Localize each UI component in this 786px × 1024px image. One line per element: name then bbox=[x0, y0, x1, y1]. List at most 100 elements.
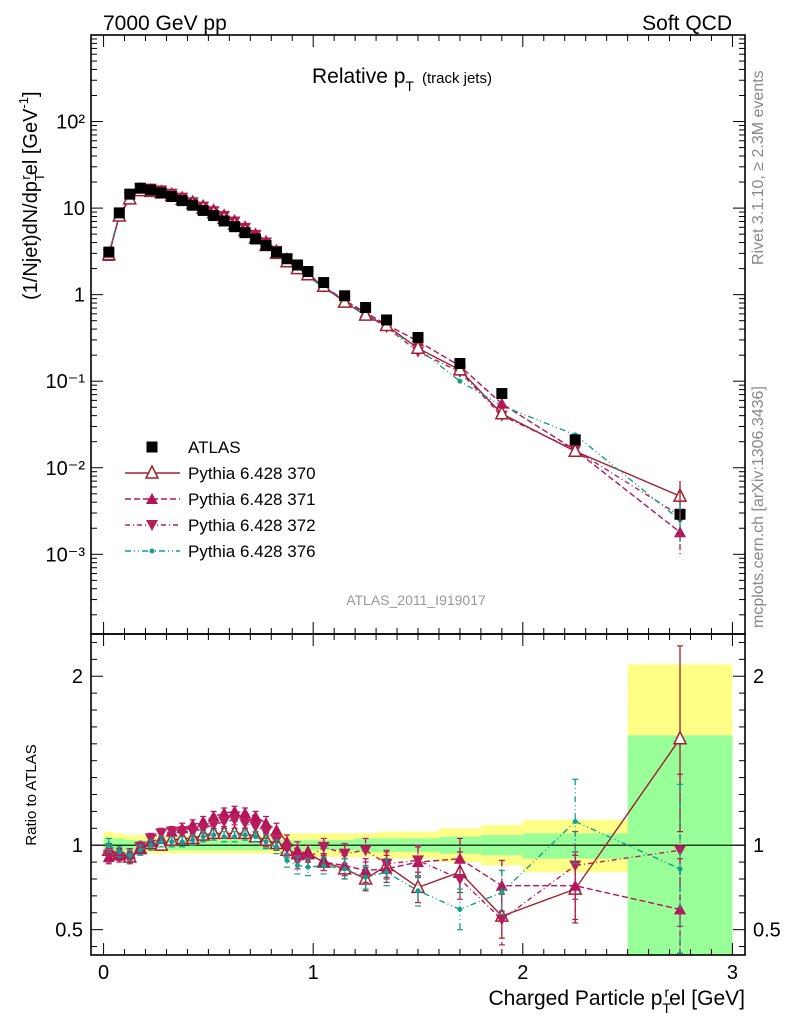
ratio-series-2-point bbox=[495, 914, 508, 926]
ratio-series-2-point bbox=[260, 826, 273, 838]
main-title: Relative pT (track jets) bbox=[312, 65, 492, 94]
ratio-series-2-point bbox=[280, 843, 293, 855]
ratio-series-3-point bbox=[137, 847, 143, 853]
main-ylabel: (1/Njet)dN/dpTrel [GeV-1] bbox=[16, 91, 47, 300]
ratio-xtick-label: 2 bbox=[517, 962, 528, 984]
xlabel-main: Charged Particle p bbox=[488, 987, 662, 1010]
ratio-series-3-point bbox=[572, 819, 578, 825]
ratio-ytick-label-left: 1 bbox=[72, 835, 83, 857]
series-4-point bbox=[457, 378, 463, 384]
series-0-point bbox=[113, 207, 125, 219]
ratio-series-3-point bbox=[179, 839, 185, 845]
ratio-series-3-point bbox=[284, 857, 290, 863]
ratio-series-1-point bbox=[569, 879, 582, 891]
ratio-series-3-point bbox=[200, 834, 206, 840]
ratio-series-2-point bbox=[144, 833, 157, 845]
ratio-series-2-point bbox=[197, 823, 210, 835]
ratio-series-1-point bbox=[239, 807, 252, 819]
ratio-series-3-point bbox=[116, 849, 122, 855]
ratio-series-3-point bbox=[148, 842, 154, 848]
series-0-point bbox=[229, 221, 241, 233]
series-1-point bbox=[567, 442, 583, 458]
ratio-series-2-point bbox=[674, 845, 687, 857]
series-0-point bbox=[155, 187, 167, 199]
ylabel-sup2: -1 bbox=[16, 97, 31, 109]
ratio-series-2-point bbox=[176, 826, 189, 838]
legend-marker-2 bbox=[146, 493, 158, 504]
series-0-point bbox=[187, 199, 199, 211]
series-0-point bbox=[218, 215, 230, 227]
ratio-series-3-point bbox=[221, 834, 227, 840]
series-0-point bbox=[145, 184, 157, 196]
ratio-series-3-point bbox=[305, 864, 311, 870]
series-1-point bbox=[410, 339, 426, 355]
series-2-point bbox=[495, 397, 508, 409]
series-0-point bbox=[124, 188, 136, 200]
ratio-ytick-label-left: 2 bbox=[72, 666, 83, 688]
series-0-point bbox=[239, 227, 251, 239]
ratio-series-2-point bbox=[359, 845, 372, 857]
ratio-series-1-point bbox=[338, 859, 351, 871]
header-right: Soft QCD bbox=[642, 12, 732, 35]
ratio-series-3-point bbox=[677, 866, 683, 872]
ratio-ytick-label-left: 0.5 bbox=[55, 920, 83, 942]
ratio-series-2-point bbox=[228, 814, 241, 826]
series-0-point bbox=[318, 277, 330, 289]
ratio-series-3-point bbox=[457, 906, 463, 912]
legend-label-1: Pythia 6.428 370 bbox=[188, 464, 316, 483]
ratio-series-1-point bbox=[207, 810, 220, 822]
series-0-point bbox=[281, 253, 293, 265]
ratio-series-3-point bbox=[294, 862, 300, 868]
main-ytick-label: 10⁻¹ bbox=[46, 371, 86, 393]
series-0-point bbox=[412, 331, 424, 343]
series-0-point bbox=[454, 358, 466, 370]
ratio-series-1-point bbox=[249, 810, 262, 822]
analysis-label: ATLAS_2011_I919017 bbox=[346, 592, 486, 608]
ratio-ytick-label-right: 1 bbox=[753, 835, 764, 857]
series-1-point bbox=[494, 405, 510, 420]
ratio-series-3-point bbox=[415, 888, 421, 894]
ratio-series-2-point bbox=[317, 841, 330, 853]
ratio-series-2-point bbox=[239, 818, 252, 830]
ratio-xtick-label: 1 bbox=[308, 962, 319, 984]
ratio-series-2-point bbox=[155, 828, 168, 840]
xlabel-sup: r bbox=[664, 984, 669, 1000]
legend-label-3: Pythia 6.428 372 bbox=[188, 516, 316, 535]
ratio-series-3-point bbox=[363, 874, 369, 880]
ratio-series-3-point bbox=[127, 852, 133, 858]
ratio-series-3-point bbox=[253, 834, 259, 840]
main-ytick-label: 10² bbox=[56, 112, 85, 134]
ratio-series-3-point bbox=[499, 889, 505, 895]
ratio-ytick-label-right: 2 bbox=[753, 666, 764, 688]
ratio-series-3-point bbox=[384, 869, 390, 875]
series-1-point bbox=[358, 306, 373, 321]
series-0-point bbox=[103, 246, 115, 258]
legend-marker-0 bbox=[146, 441, 158, 453]
ratio-series-3-point bbox=[232, 834, 238, 840]
series-0-point bbox=[260, 239, 272, 251]
ratio-series-2-point bbox=[453, 873, 466, 885]
x-label: Charged Particle pTrel [GeV] bbox=[488, 984, 745, 1016]
main-ytick-label: 10 bbox=[63, 198, 85, 220]
series-0-point bbox=[176, 195, 188, 207]
xlabel-end: el [GeV] bbox=[669, 987, 745, 1010]
title-sub: T bbox=[405, 78, 414, 94]
ratio-series-2-point bbox=[123, 853, 136, 865]
ratio-series-3-point bbox=[263, 839, 269, 845]
ratio-series-3-point bbox=[169, 839, 175, 845]
ratio-xtick-label: 3 bbox=[727, 962, 738, 984]
main-ytick-label: 10⁻² bbox=[46, 458, 86, 480]
ratio-series-3-point bbox=[274, 844, 280, 850]
ratio-series-3-point bbox=[211, 832, 217, 838]
ratio-series-1-point bbox=[218, 807, 231, 819]
ratio-series-2-point bbox=[338, 848, 351, 860]
ratio-series-2-point bbox=[412, 855, 424, 867]
ratio-series-3-point bbox=[190, 837, 196, 843]
ratio-series-0-point bbox=[672, 730, 688, 745]
ratio-series-2-point bbox=[207, 819, 220, 831]
legend-marker-3 bbox=[146, 520, 158, 531]
series-0-point bbox=[381, 314, 393, 326]
ylabel-sup: r bbox=[18, 175, 33, 180]
ratio-xtick-label: 0 bbox=[98, 962, 109, 984]
ylabel-sub: T bbox=[32, 173, 47, 181]
